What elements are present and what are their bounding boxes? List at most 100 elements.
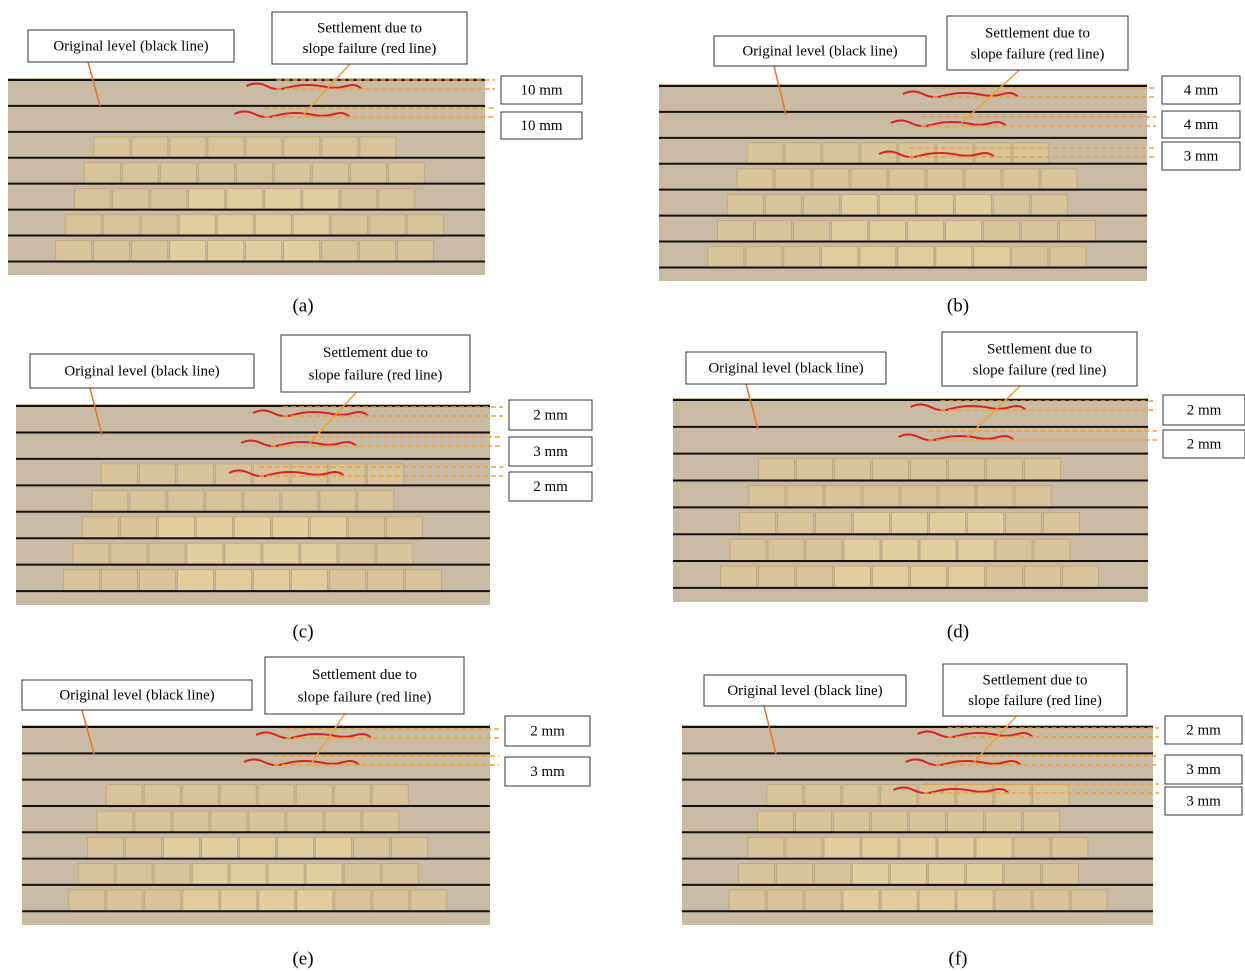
- block: [202, 837, 238, 859]
- block: [958, 539, 994, 562]
- block: [822, 247, 858, 269]
- block: [339, 543, 375, 565]
- block: [1015, 486, 1051, 509]
- block: [377, 543, 413, 565]
- block: [135, 811, 171, 833]
- block: [240, 837, 276, 859]
- block: [911, 459, 947, 482]
- block: [1013, 143, 1049, 165]
- block: [805, 785, 841, 807]
- block: [82, 517, 118, 539]
- block: [341, 189, 377, 211]
- block: [835, 459, 871, 482]
- settlement-label: Settlement due to: [983, 673, 1088, 689]
- measurement: 2 mm: [1187, 436, 1222, 452]
- panel-label: (d): [947, 621, 969, 642]
- block: [881, 890, 917, 912]
- block: [177, 464, 213, 486]
- measurement: 2 mm: [530, 723, 565, 739]
- block: [225, 543, 261, 565]
- block: [1012, 247, 1048, 269]
- panel-label: (a): [292, 295, 313, 316]
- block: [354, 837, 390, 859]
- figure: 10 mm10 mmOriginal level (black line)Set…: [0, 0, 1245, 973]
- block: [73, 543, 109, 565]
- block: [284, 137, 320, 159]
- block: [708, 247, 744, 269]
- block: [911, 566, 947, 589]
- block: [930, 512, 966, 535]
- settlement-label: slope failure (red line): [971, 46, 1105, 62]
- block: [939, 486, 975, 509]
- measurement: 3 mm: [1186, 793, 1221, 809]
- block: [145, 890, 181, 912]
- block: [164, 837, 200, 859]
- block: [1050, 247, 1086, 269]
- block: [320, 490, 356, 512]
- block: [985, 811, 1021, 833]
- measurement: 3 mm: [530, 764, 565, 780]
- block: [1003, 169, 1039, 191]
- block: [360, 137, 396, 159]
- block: [823, 143, 859, 165]
- block: [768, 539, 804, 562]
- block: [784, 247, 820, 269]
- block: [813, 169, 849, 191]
- block: [278, 837, 314, 859]
- block: [727, 195, 763, 217]
- block: [1034, 539, 1070, 562]
- block: [929, 864, 965, 886]
- block: [227, 189, 263, 211]
- block: [220, 785, 256, 807]
- block: [265, 189, 301, 211]
- block: [1044, 512, 1080, 535]
- block: [765, 195, 801, 217]
- block: [154, 864, 190, 886]
- block: [833, 811, 869, 833]
- block: [844, 539, 880, 562]
- block: [901, 486, 937, 509]
- panel-label: (f): [949, 948, 968, 969]
- settlement-label: slope failure (red line): [303, 41, 437, 57]
- block: [206, 490, 242, 512]
- block: [739, 864, 775, 886]
- block: [306, 864, 342, 886]
- measurement: 3 mm: [1186, 762, 1221, 778]
- block: [759, 459, 795, 482]
- block: [946, 221, 982, 243]
- block: [947, 811, 983, 833]
- block: [329, 570, 365, 592]
- block: [316, 837, 352, 859]
- block: [322, 137, 358, 159]
- block: [358, 490, 394, 512]
- block: [806, 539, 842, 562]
- block: [291, 570, 327, 592]
- block: [259, 890, 295, 912]
- block: [976, 837, 1012, 859]
- block: [258, 785, 294, 807]
- block: [987, 459, 1023, 482]
- block: [272, 517, 308, 539]
- block: [94, 241, 130, 263]
- block: [187, 543, 223, 565]
- block: [778, 512, 814, 535]
- block: [373, 890, 409, 912]
- block: [179, 215, 215, 237]
- block: [103, 215, 139, 237]
- block: [775, 169, 811, 191]
- measurement: 10 mm: [520, 118, 562, 134]
- block: [854, 512, 890, 535]
- block: [795, 811, 831, 833]
- block: [786, 837, 822, 859]
- block: [84, 163, 120, 185]
- measurement: 4 mm: [1184, 117, 1219, 133]
- block: [841, 195, 877, 217]
- block: [405, 570, 441, 592]
- block: [984, 221, 1020, 243]
- block: [386, 517, 422, 539]
- block: [297, 890, 333, 912]
- settlement-label: slope failure (red line): [309, 367, 443, 383]
- block: [1031, 195, 1067, 217]
- block: [331, 215, 367, 237]
- block: [122, 163, 158, 185]
